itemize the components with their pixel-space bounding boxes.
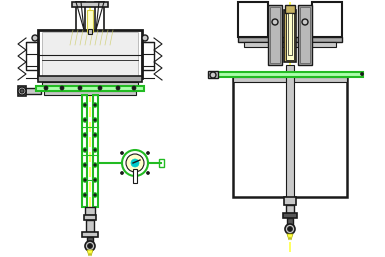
Circle shape — [83, 148, 87, 152]
Bar — [238, 37, 342, 42]
Bar — [286, 12, 294, 60]
Circle shape — [126, 154, 144, 172]
Bar — [18, 86, 26, 96]
Bar — [38, 76, 142, 82]
Bar — [88, 29, 92, 34]
Circle shape — [87, 243, 92, 249]
Bar — [298, 5, 312, 65]
Circle shape — [20, 89, 24, 93]
Bar — [25, 88, 41, 94]
Circle shape — [142, 35, 148, 41]
Bar — [42, 32, 138, 76]
Circle shape — [60, 86, 64, 90]
Bar — [84, 215, 96, 220]
Bar — [93, 95, 98, 207]
Bar — [42, 82, 138, 87]
Circle shape — [132, 86, 136, 90]
Circle shape — [147, 151, 149, 154]
Bar — [87, 10, 93, 32]
Bar — [87, 237, 93, 245]
Circle shape — [83, 178, 87, 182]
Circle shape — [93, 103, 97, 107]
Bar — [268, 5, 282, 65]
Polygon shape — [68, 30, 112, 55]
Circle shape — [83, 193, 87, 197]
Bar — [285, 5, 295, 13]
Bar — [312, 2, 342, 37]
Bar — [36, 86, 144, 91]
Circle shape — [83, 133, 87, 137]
Bar — [284, 197, 296, 205]
Bar — [208, 71, 218, 78]
Bar — [82, 95, 87, 207]
Circle shape — [121, 171, 124, 175]
Bar — [76, 2, 85, 30]
Circle shape — [302, 19, 308, 25]
Circle shape — [285, 224, 295, 234]
Bar — [233, 77, 347, 82]
Circle shape — [272, 19, 278, 25]
Circle shape — [85, 241, 95, 251]
Circle shape — [116, 86, 120, 90]
Bar — [244, 42, 336, 47]
Circle shape — [44, 86, 48, 90]
Circle shape — [210, 72, 216, 78]
Bar — [286, 205, 294, 213]
Bar — [284, 10, 296, 62]
Bar — [82, 232, 98, 237]
Polygon shape — [287, 234, 293, 240]
Circle shape — [93, 133, 97, 137]
Circle shape — [78, 86, 82, 90]
Bar — [38, 30, 142, 78]
Circle shape — [147, 171, 149, 175]
Bar — [233, 77, 347, 197]
Bar — [287, 218, 293, 228]
Polygon shape — [87, 250, 93, 256]
Bar — [142, 42, 154, 70]
Bar — [286, 65, 294, 197]
Bar — [288, 13, 292, 55]
Bar — [270, 7, 280, 63]
Bar — [85, 207, 95, 215]
Circle shape — [121, 151, 124, 154]
Circle shape — [93, 163, 97, 167]
Circle shape — [93, 148, 97, 152]
Bar — [217, 72, 363, 77]
Bar — [283, 213, 297, 218]
Bar — [159, 159, 164, 167]
Bar — [44, 91, 136, 95]
Bar — [133, 169, 137, 183]
Circle shape — [32, 35, 38, 41]
Circle shape — [131, 159, 139, 167]
Bar — [95, 2, 104, 30]
Circle shape — [93, 193, 97, 197]
Circle shape — [18, 87, 26, 95]
Bar — [86, 220, 94, 232]
Circle shape — [83, 118, 87, 122]
Circle shape — [83, 163, 87, 167]
Circle shape — [93, 178, 97, 182]
Bar — [72, 2, 108, 7]
Circle shape — [93, 118, 97, 122]
Circle shape — [288, 226, 293, 232]
Circle shape — [83, 103, 87, 107]
Bar — [300, 7, 310, 63]
Circle shape — [360, 72, 363, 76]
Circle shape — [98, 86, 102, 90]
Bar — [26, 42, 38, 70]
Bar — [238, 2, 268, 37]
